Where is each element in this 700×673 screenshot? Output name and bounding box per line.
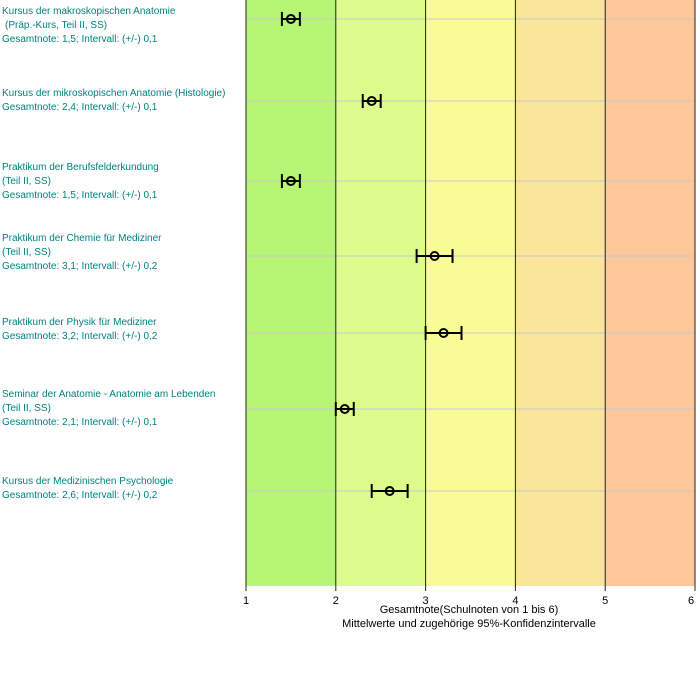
course-mark-1: [280, 12, 301, 26]
grade-band-4: [515, 0, 606, 586]
course-label-2: Kursus der mikroskopischen Anatomie (His…: [2, 87, 225, 115]
course-mark-3: [280, 174, 301, 188]
course-label-6: Seminar der Anatomie - Anatomie am Leben…: [2, 388, 215, 430]
course-label-4: Praktikum der Chemie für Mediziner (Teil …: [2, 232, 162, 274]
mean-point: [285, 14, 296, 24]
course-label-line: Gesamtnote: 3,2; Intervall: (+/-) 0,2: [2, 331, 158, 342]
course-label-line: Gesamtnote: 2,4; Intervall: (+/-) 0,1: [2, 102, 158, 113]
mean-point: [339, 404, 350, 414]
grade-band-2: [335, 0, 426, 586]
course-label-line: Kursus der mikroskopischen Anatomie (His…: [2, 88, 226, 99]
course-mark-4: [415, 249, 454, 263]
grade-band-1: [246, 0, 336, 586]
data-marks: [280, 12, 463, 498]
grade-band-3: [425, 0, 516, 586]
course-label-line: (Teil II, SS): [2, 176, 51, 187]
course-label-line: Praktikum der Physik für Mediziner: [2, 317, 157, 328]
x-tick-label-1: 1: [243, 595, 249, 607]
course-label-1: Kursus der makroskopischen Anatomie (Präp…: [2, 5, 175, 47]
course-label-line: Praktikum der Berufsfelderkundung: [2, 162, 159, 173]
course-label-line: (Teil II, SS): [2, 403, 51, 414]
mean-point: [384, 486, 395, 496]
mean-point: [429, 251, 440, 261]
x-tick-label-5: 5: [602, 595, 608, 607]
x-axis-subtitle: Mittelwerte und zugehörige 95%-Konfidenz…: [342, 618, 596, 630]
mean-point: [285, 176, 296, 186]
course-label-line: Seminar der Anatomie - Anatomie am Leben…: [2, 389, 216, 400]
course-label-line: Gesamtnote: 3,1; Intervall: (+/-) 0,2: [2, 261, 158, 272]
x-tick-label-6: 6: [688, 595, 694, 607]
course-label-line: Gesamtnote: 1,5; Intervall: (+/-) 0,1: [2, 34, 158, 45]
course-label-line: (Teil II, SS): [2, 247, 51, 258]
course-mark-5: [424, 326, 463, 340]
mean-point: [366, 96, 377, 106]
course-label-line: Gesamtnote: 2,1; Intervall: (+/-) 0,1: [2, 417, 158, 428]
course-label-line: Gesamtnote: 2,6; Intervall: (+/-) 0,2: [2, 490, 158, 501]
x-axis-ticks: 1 2 3 4 5 6: [243, 586, 696, 607]
course-label-line: (Präp.-Kurs, Teil II, SS): [5, 20, 108, 31]
vertical-gridlines: [245, 0, 696, 586]
course-label-line: Praktikum der Chemie für Mediziner: [2, 233, 162, 244]
course-mark-2: [361, 94, 382, 108]
course-label-7: Kursus der Medizinischen Psychologie Gesa…: [2, 475, 173, 503]
course-mark-6: [334, 402, 355, 416]
grade-band-5: [605, 0, 695, 586]
course-label-line: Kursus der makroskopischen Anatomie: [2, 6, 176, 17]
course-label-3: Praktikum der Berufsfelderkundung (Teil I…: [2, 161, 159, 203]
x-axis-title: Gesamtnote(Schulnoten von 1 bis 6): [380, 604, 559, 616]
grade-bands: [246, 0, 695, 586]
course-mark-7: [370, 484, 409, 498]
x-tick-label-2: 2: [333, 595, 339, 607]
x-tick-label-4: 4: [512, 595, 518, 607]
course-label-line: Gesamtnote: 1,5; Intervall: (+/-) 0,1: [2, 190, 158, 201]
mean-point: [438, 328, 449, 338]
course-label-line: Kursus der Medizinischen Psychologie: [2, 476, 174, 487]
course-label-5: Praktikum der Physik für Mediziner Gesamt…: [2, 316, 157, 344]
x-tick-label-3: 3: [423, 595, 429, 607]
horizontal-gridlines: [246, 18, 695, 492]
